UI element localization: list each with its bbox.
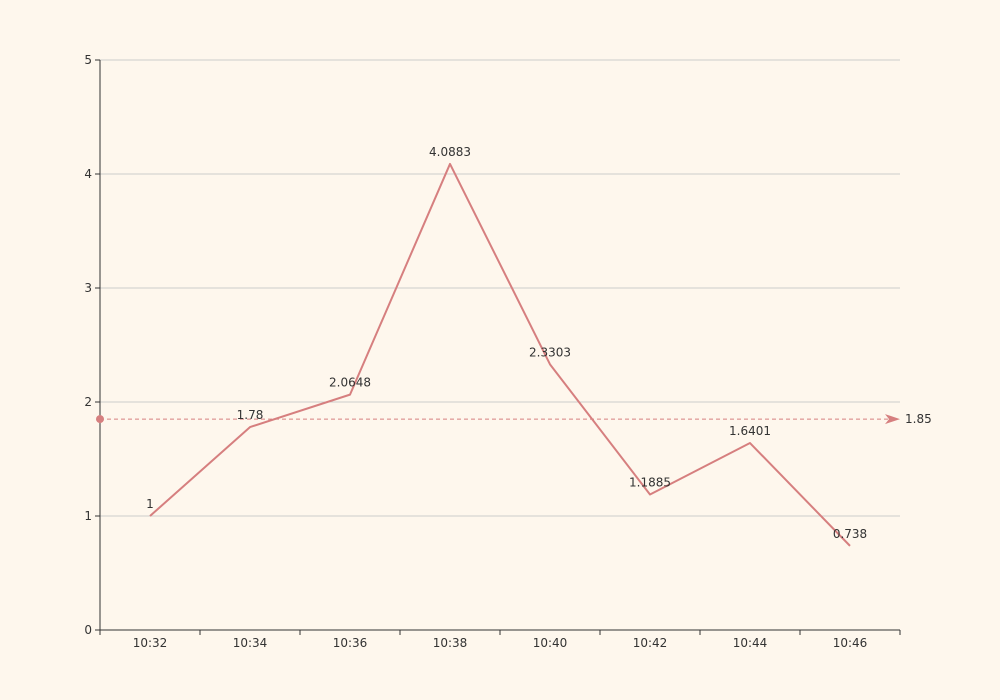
average-line-start-marker [96, 415, 104, 424]
x-tick-label: 10:40 [533, 636, 568, 650]
x-tick-label: 10:46 [833, 636, 868, 650]
axes: 0 1 2 3 4 5 10:32 10:34 10:36 10:38 10:40 10:42 10:4… [84, 53, 901, 650]
data-label: 4.0883 [429, 145, 471, 159]
data-label: 2.0648 [329, 376, 371, 390]
data-labels: 1 1.78 2.0648 4.0883 2.3303 1.1885 1.6401 0.738 [146, 145, 867, 541]
y-tick-label: 0 [84, 623, 92, 637]
x-tick-label: 10:38 [433, 636, 468, 650]
y-tick-label: 4 [84, 167, 92, 181]
series-group [149, 162, 851, 547]
data-label: 1 [146, 497, 154, 511]
data-label: 1.6401 [729, 424, 771, 438]
data-label: 1.1885 [629, 476, 671, 490]
grid-lines [100, 59, 900, 517]
x-tick-label: 10:42 [633, 636, 668, 650]
data-label: 1.78 [237, 408, 264, 422]
data-label: 2.3303 [529, 345, 571, 359]
average-line-label: 1.85 [905, 412, 932, 426]
x-tick-label: 10:36 [333, 636, 368, 650]
average-line-arrow [885, 414, 900, 425]
y-tick-label: 1 [84, 509, 92, 523]
y-tick-label: 2 [84, 395, 92, 409]
y-tick-label: 3 [84, 281, 92, 295]
x-tick-label: 10:34 [233, 636, 268, 650]
average-line-group: 1.85 [96, 412, 932, 426]
x-tick-label: 10:44 [733, 636, 768, 650]
y-tick-label: 5 [84, 53, 92, 67]
x-tick-label: 10:32 [133, 636, 168, 650]
series-line-0 [149, 162, 851, 547]
data-label: 0.738 [833, 527, 867, 541]
